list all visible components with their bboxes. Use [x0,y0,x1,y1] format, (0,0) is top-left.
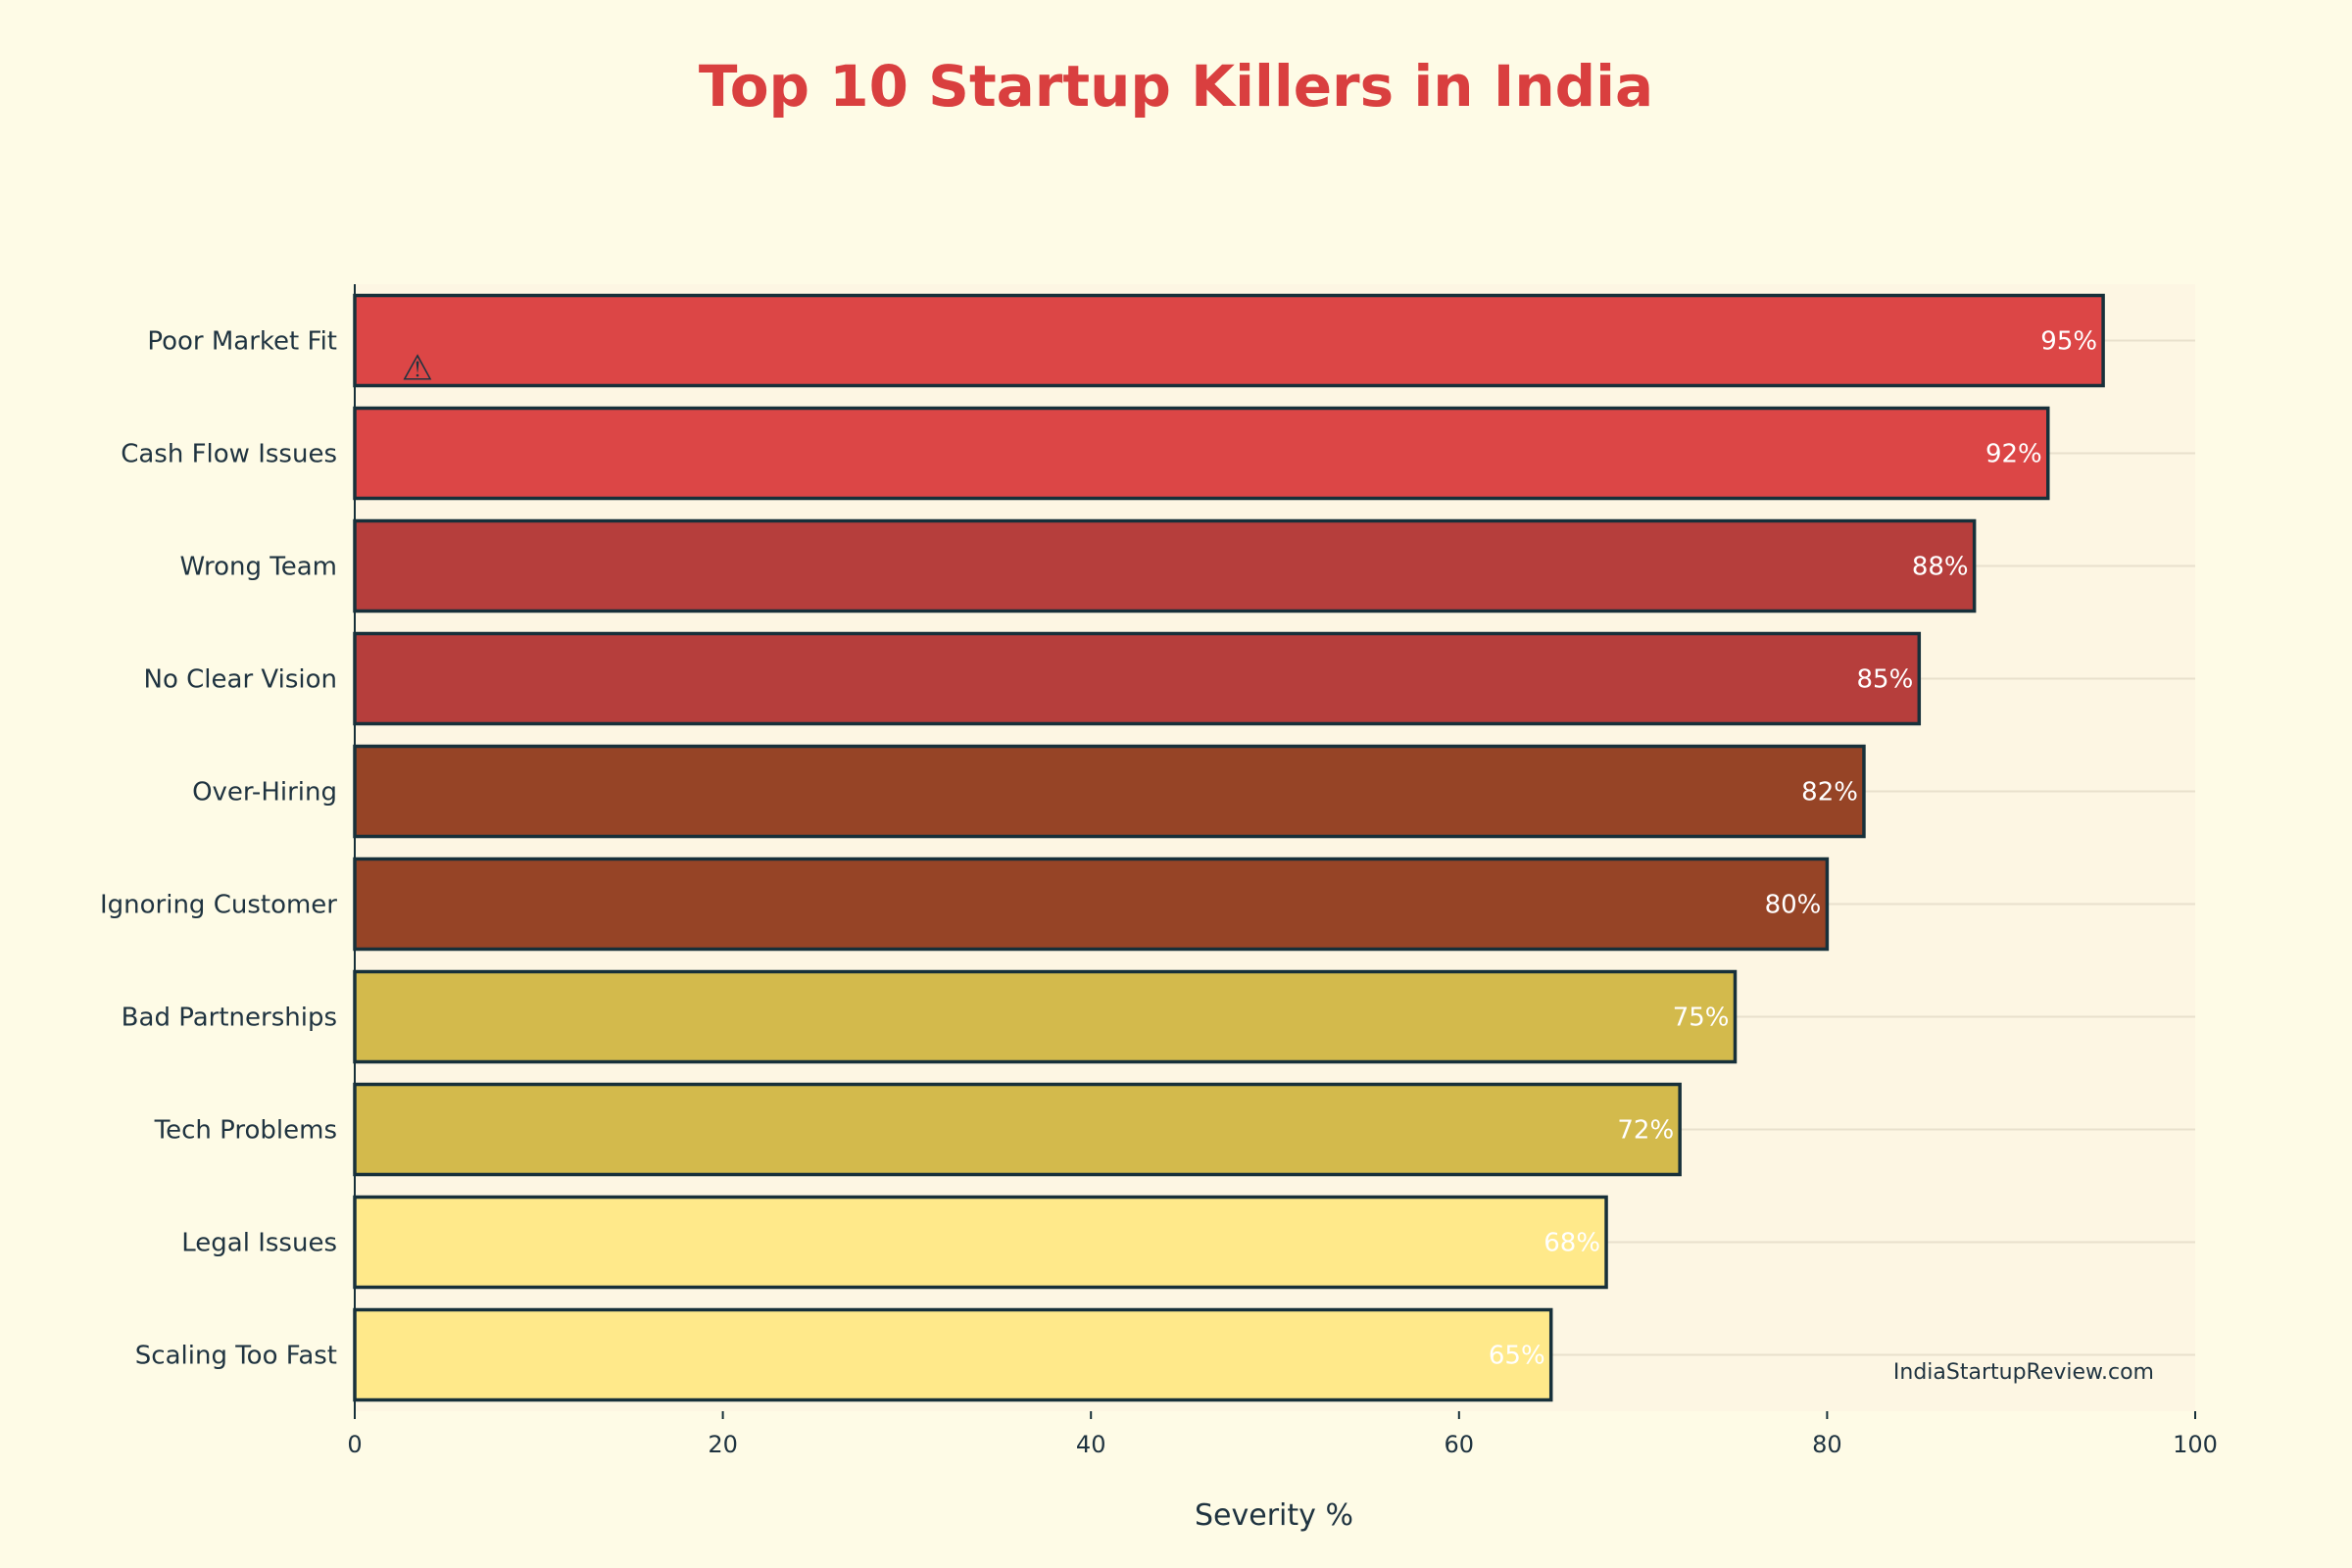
bar [353,406,2050,501]
bar-value-label: 68% [1544,1229,1600,1258]
x-tick-label: 20 [708,1431,738,1458]
bar-value-label: 72% [1617,1116,1674,1146]
category-label: Wrong Team [179,553,337,582]
source-label: IndiaStartupReview.com [1893,1360,2154,1385]
bar-value-label: 75% [1673,1004,1730,1033]
category-label: Cash Flow Issues [121,440,337,469]
x-tick-label: 40 [1076,1431,1106,1458]
x-tick-label: 0 [347,1431,362,1458]
x-axis-title: Severity % [1195,1498,1353,1533]
bar [353,1307,1553,1402]
bar [353,631,1922,726]
bars: Poor Market Fit 95% Cash Flow Issues 92% Wro… [100,293,2105,1402]
category-label: Poor Market Fit [147,327,337,357]
bar [353,518,1977,613]
bar-value-label: 95% [2040,327,2097,357]
bar [353,1082,1682,1177]
x-tick-label: 80 [1812,1431,1842,1458]
bar [353,857,1830,952]
bar-value-label: 65% [1489,1342,1545,1371]
category-label: Bad Partnerships [122,1004,337,1033]
bar-value-label: 85% [1857,665,1914,695]
bar [353,1195,1608,1290]
category-label: Tech Problems [154,1116,337,1146]
bar-value-label: 88% [1912,553,1969,582]
category-label: Over-Hiring [192,778,337,808]
axes: 0 20 40 60 80 100 [347,284,2218,1458]
category-label: No Clear Vision [144,665,337,695]
bar-value-label: 92% [1985,440,2042,469]
x-tick-label: 60 [1445,1431,1475,1458]
bar-value-label: 82% [1801,778,1858,808]
bar [353,744,1866,839]
bar-value-label: 80% [1765,891,1822,920]
category-label: Scaling Too Fast [135,1342,337,1371]
bar [353,969,1738,1064]
warning-icon: ⚠ [402,349,433,389]
category-label: Legal Issues [181,1229,337,1258]
bar [353,293,2105,388]
chart-title: Top 10 Startup Killers in India [699,53,1653,120]
x-tick-label: 100 [2173,1431,2218,1458]
category-label: Ignoring Customer [100,891,337,920]
